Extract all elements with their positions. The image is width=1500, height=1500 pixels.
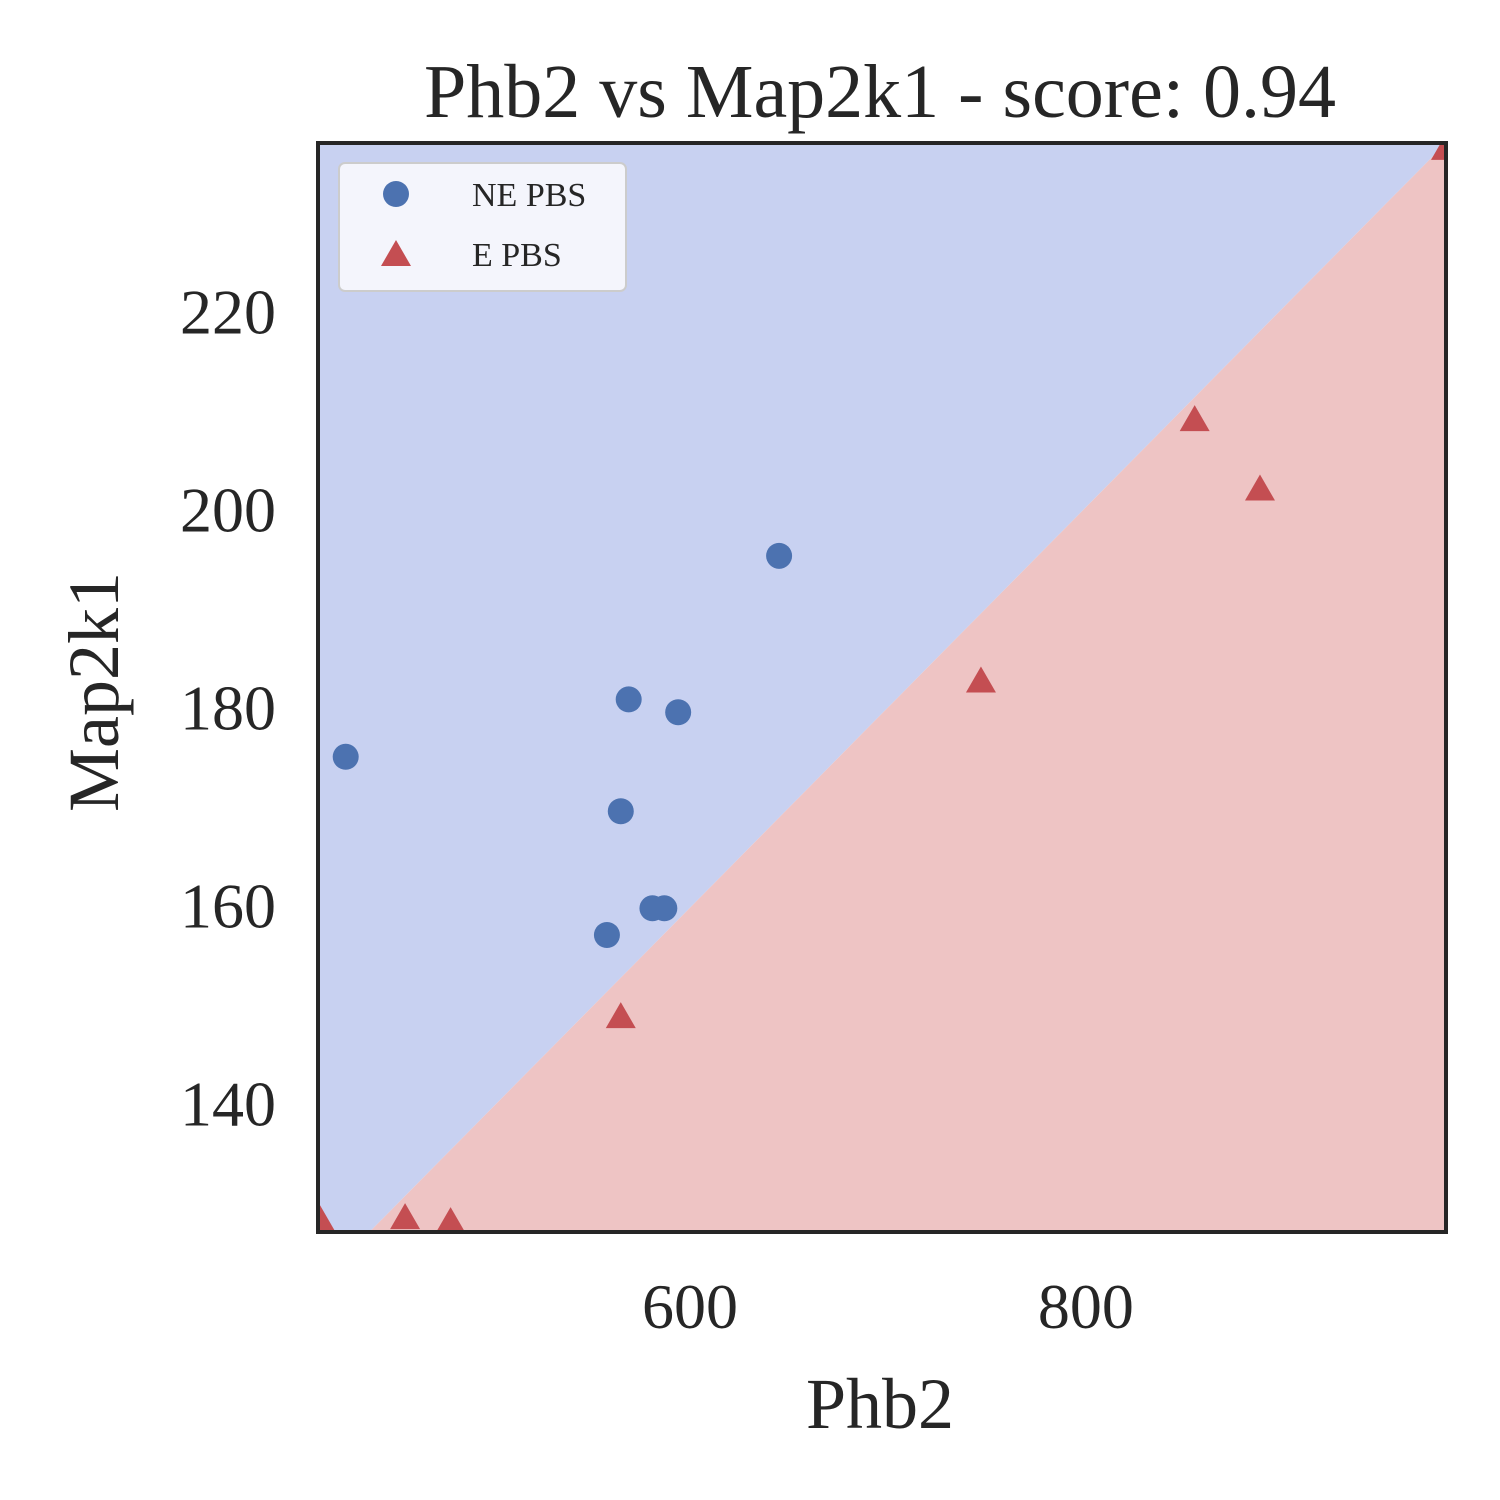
point-e-pbs-6 — [1179, 405, 1210, 432]
legend-box — [338, 162, 627, 292]
legend-label-ne-pbs: NE PBS — [472, 177, 586, 214]
x-axis-ticks: 600 800 — [642, 1271, 1134, 1342]
point-e-pbs-1 — [318, 1205, 335, 1232]
x-tick-label-800: 800 — [1038, 1271, 1134, 1342]
point-ne-pbs-5 — [607, 798, 634, 825]
point-ne-pbs-2 — [615, 686, 642, 713]
y-tick-label-180: 180 — [180, 672, 276, 743]
point-e-pbs-8 — [1431, 143, 1446, 160]
x-tick-label-600: 600 — [642, 1271, 738, 1342]
y-tick-label-140: 140 — [180, 1068, 276, 1139]
legend: NE PBS E PBS — [338, 162, 627, 292]
point-e-pbs-2 — [390, 1203, 421, 1230]
point-ne-pbs-8 — [651, 895, 678, 922]
point-e-pbs-3 — [436, 1207, 465, 1232]
legend-label-e-pbs: E PBS — [472, 237, 562, 274]
point-ne-pbs-4 — [766, 542, 793, 569]
chart-title: Phb2 vs Map2k1 - score: 0.94 — [424, 50, 1336, 134]
point-e-pbs-4 — [605, 1002, 636, 1029]
y-axis-label: Map2k1 — [54, 572, 134, 812]
plot-frame — [316, 141, 1448, 1234]
decision-region-ne-pbs — [318, 143, 1446, 1232]
point-ne-pbs-1 — [332, 743, 359, 770]
point-ne-pbs-3 — [665, 699, 692, 726]
legend-marker-ne-pbs — [383, 181, 409, 207]
data-points — [318, 143, 1446, 1232]
point-e-pbs-7 — [1244, 474, 1275, 501]
decision-region-e-pbs — [369, 143, 1446, 1232]
y-axis-ticks: 140 160 180 200 220 — [180, 276, 276, 1139]
point-ne-pbs-6 — [593, 922, 620, 948]
y-tick-label-220: 220 — [180, 276, 276, 347]
y-tick-label-160: 160 — [180, 870, 276, 941]
plot-area — [318, 143, 1446, 1232]
legend-marker-e-pbs — [381, 240, 411, 266]
y-tick-label-200: 200 — [180, 474, 276, 545]
point-e-pbs-5 — [965, 666, 996, 693]
x-axis-label: Phb2 — [806, 1364, 954, 1444]
